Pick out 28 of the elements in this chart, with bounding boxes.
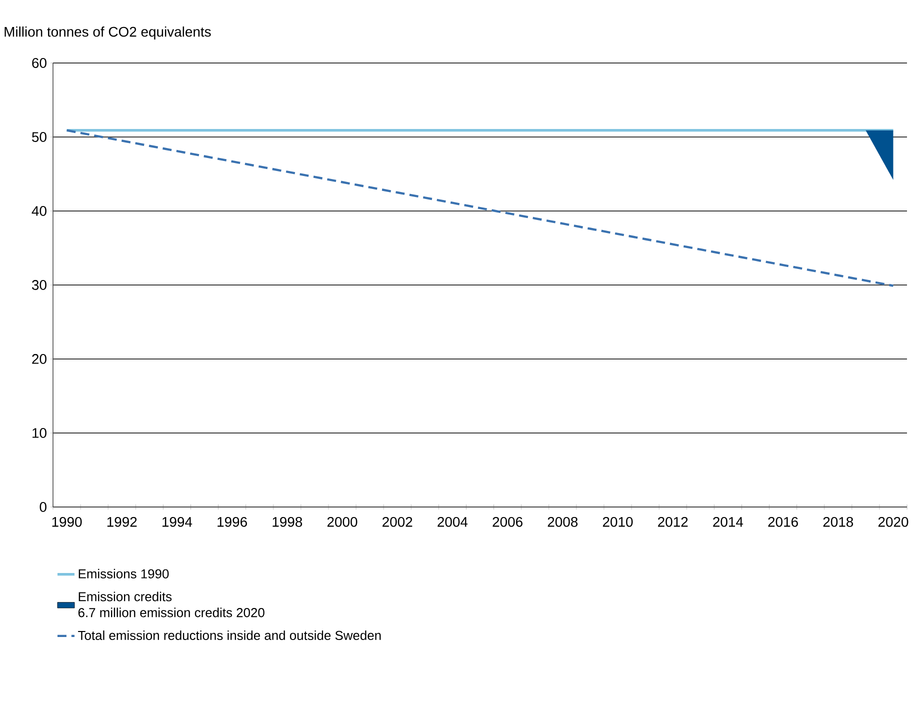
x-tick-label: 2002 — [382, 516, 412, 527]
x-tick-label: 1998 — [272, 516, 302, 527]
x-tick-label: 2014 — [713, 516, 744, 527]
y-tick-label: 60 — [32, 58, 46, 68]
y-tick-label: 0 — [40, 502, 46, 512]
x-tick-label: 2000 — [327, 516, 358, 527]
legend-label: Emissions 1990 — [78, 568, 169, 578]
x-tick-label: 2006 — [492, 516, 522, 527]
x-tick-label: 2008 — [548, 516, 578, 527]
y-tick-label: 40 — [32, 206, 46, 216]
y-tick-label: 30 — [32, 280, 46, 290]
y-axis-title: Million tonnes of CO2 equivalents — [4, 26, 211, 40]
x-tick-label: 2012 — [658, 516, 688, 527]
y-tick-label: 50 — [32, 132, 46, 142]
text: 6.7 million emission credits 2020 — [78, 608, 264, 618]
y-tick-label: 10 — [32, 428, 46, 438]
x-tick-label: 2004 — [438, 516, 468, 527]
x-tick-label: 2016 — [768, 516, 798, 527]
x-tick-label: 2020 — [878, 516, 908, 527]
legend-label: Total emission reductions inside and outside Sweden — [78, 630, 381, 640]
legend-label: Emission credits — [78, 592, 172, 602]
x-tick-label: 1996 — [218, 516, 247, 527]
x-tick-label: 1992 — [107, 516, 137, 527]
x-tick-label: 2018 — [823, 516, 854, 527]
y-tick-label: 20 — [32, 354, 46, 364]
x-tick-label: 1990 — [52, 516, 82, 527]
x-tick-label: 1994 — [162, 516, 192, 527]
x-tick-label: 2010 — [602, 516, 633, 527]
